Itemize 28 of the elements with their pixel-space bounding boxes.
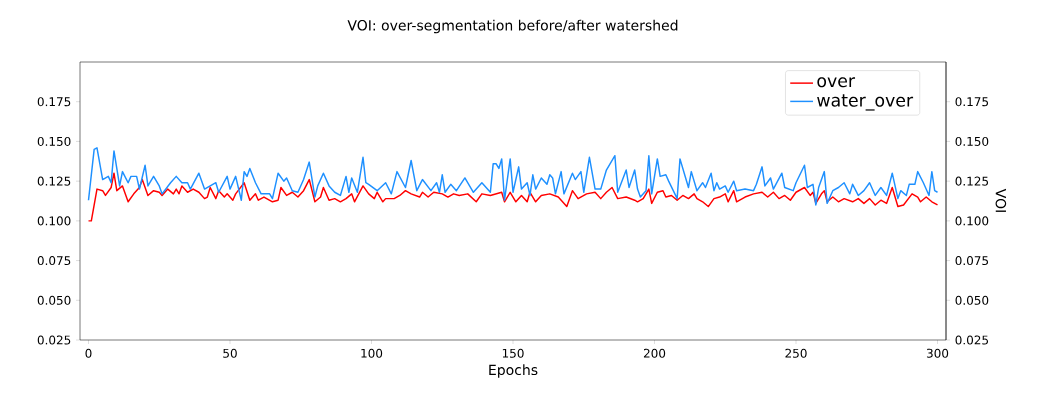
y-tick-label: 0.075 (37, 256, 71, 266)
y2-tick-label: 0.125 (955, 176, 989, 186)
y-tick-label: 0.050 (37, 295, 71, 305)
line-series (87, 172, 939, 222)
y-tick-label: 0.025 (37, 335, 71, 345)
y2-tick-label: 0.050 (955, 295, 989, 305)
y2-tick-label: 0.175 (955, 97, 989, 107)
y-tick-label: 0.125 (37, 176, 71, 186)
x-tick-label: 100 (361, 348, 383, 358)
legend-label: over (817, 77, 856, 88)
line-series (87, 147, 939, 206)
x-tick-label: 200 (643, 348, 666, 358)
y2-axis-title: VOI (995, 188, 1007, 212)
legend-label: water_over (817, 94, 914, 111)
x-tick-label: 50 (223, 348, 237, 358)
chart-title: VOI: over-segmentation before/after watershed (347, 19, 678, 34)
y-tick-label: 0.175 (37, 97, 71, 107)
x-axis-title: Epochs (489, 364, 538, 378)
y2-tick-label: 0.150 (955, 136, 989, 146)
x-tick-label: 150 (502, 348, 524, 358)
y-tick-label: 0.150 (37, 136, 71, 146)
x-tick-label: 300 (926, 348, 949, 358)
y2-tick-label: 0.025 (955, 335, 989, 345)
x-tick-label: 0 (85, 348, 92, 358)
y2-tick-label: 0.100 (955, 216, 989, 226)
y2-tick-label: 0.075 (955, 256, 989, 266)
x-tick-label: 250 (785, 348, 807, 358)
y-tick-label: 0.100 (37, 216, 71, 226)
